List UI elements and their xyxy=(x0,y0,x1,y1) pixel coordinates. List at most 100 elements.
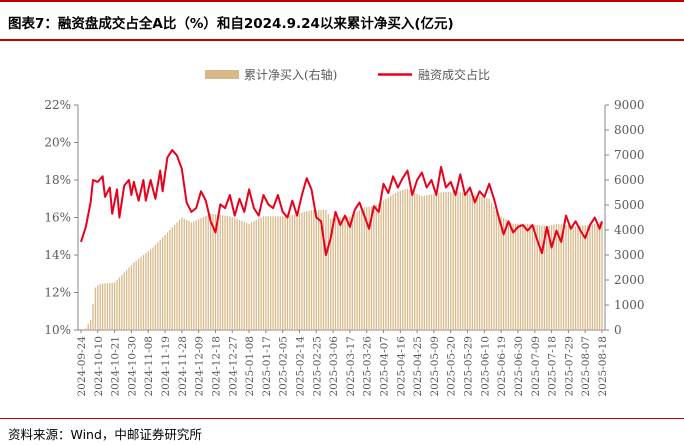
net-buy-bar xyxy=(562,224,565,330)
chart: 10% 12% 14% 16% 18% 20% 22% 0 1000 2000 3000 4000 50… xyxy=(44,67,645,397)
net-buy-bar xyxy=(450,191,452,330)
net-buy-bar xyxy=(229,216,231,330)
net-buy-bar xyxy=(433,193,435,330)
net-buy-bar xyxy=(346,216,349,330)
net-buy-bar xyxy=(214,214,217,330)
net-buy-bar xyxy=(466,193,469,330)
x-tick-label: 2025-03-26 xyxy=(362,336,374,397)
x-tick-label: 2025-06-10 xyxy=(479,336,491,397)
net-buy-bar xyxy=(207,214,209,330)
net-buy-bar xyxy=(149,249,152,330)
x-tick-label: 2025-03-06 xyxy=(328,336,340,397)
net-buy-bar xyxy=(519,223,522,330)
net-buy-bar xyxy=(358,210,361,330)
net-buy-bar xyxy=(445,192,447,330)
net-buy-bar xyxy=(209,213,212,330)
net-buy-bar xyxy=(130,265,133,330)
net-buy-bar xyxy=(200,218,202,330)
net-buy-bar xyxy=(250,222,253,330)
right-tick-label: 1000 xyxy=(614,298,645,312)
net-buy-bar xyxy=(128,267,130,330)
net-buy-bar xyxy=(92,303,94,330)
net-buy-bar xyxy=(546,226,548,330)
net-buy-bar xyxy=(202,217,205,330)
net-buy-bar xyxy=(517,223,519,330)
legend: 累计净买入(右轴) 融资成交占比 xyxy=(205,67,490,82)
net-buy-bar xyxy=(197,219,200,330)
net-buy-bar xyxy=(193,221,195,330)
net-buy-bar xyxy=(430,194,433,330)
x-tick-label: 2025-02-14 xyxy=(294,336,306,397)
net-buy-bar xyxy=(236,219,238,330)
net-buy-bar xyxy=(118,277,121,330)
x-tick-label: 2025-04-16 xyxy=(395,336,407,397)
net-buy-bar xyxy=(113,282,116,330)
net-buy-bar xyxy=(142,255,145,330)
net-buy-bar xyxy=(567,225,570,330)
net-buy-bar xyxy=(253,221,255,330)
net-buy-bar xyxy=(375,204,377,330)
net-buy-bar xyxy=(550,225,553,330)
net-buy-bar xyxy=(394,192,397,330)
net-buy-bar xyxy=(469,194,471,330)
net-buy-bar xyxy=(327,214,329,330)
net-buy-bar xyxy=(402,190,404,330)
net-buy-bar xyxy=(457,191,459,330)
net-buy-bar xyxy=(243,221,245,330)
net-buy-bar xyxy=(553,224,555,330)
net-buy-bar xyxy=(406,188,409,330)
net-buy-bar xyxy=(121,275,123,330)
net-buy-bar xyxy=(596,223,598,330)
legend-bar-label: 累计净买入(右轴) xyxy=(244,67,337,82)
net-buy-bar xyxy=(409,190,411,330)
net-buy-bar xyxy=(382,200,385,330)
net-buy-bar xyxy=(116,280,118,330)
net-buy-bar xyxy=(601,221,603,330)
net-buy-bar xyxy=(514,223,517,330)
net-buy-bar xyxy=(349,216,351,330)
net-buy-bar xyxy=(181,217,183,330)
net-buy-bar xyxy=(291,215,293,330)
x-tick-label: 2025-07-18 xyxy=(547,336,559,397)
net-buy-bar xyxy=(495,210,498,330)
net-buy-bar xyxy=(89,320,92,330)
net-buy-bar xyxy=(476,195,478,330)
net-buy-bar xyxy=(404,189,406,330)
net-buy-bar xyxy=(289,215,291,330)
net-buy-bar xyxy=(221,215,224,330)
net-buy-bar xyxy=(330,218,332,330)
net-buy-bar xyxy=(185,220,188,330)
legend-line-label: 融资成交占比 xyxy=(418,67,490,82)
net-buy-bar xyxy=(238,220,241,330)
x-tick-label: 2025-07-09 xyxy=(530,336,542,397)
net-buy-bar xyxy=(534,224,536,330)
net-buy-bar xyxy=(536,225,538,330)
right-tick-label: 4000 xyxy=(614,223,645,237)
net-buy-bar xyxy=(380,201,382,330)
net-buy-bar xyxy=(572,225,574,330)
net-buy-bar xyxy=(123,272,125,330)
net-buy-bar xyxy=(378,203,380,330)
net-buy-bar xyxy=(164,235,166,330)
net-buy-bar xyxy=(478,196,481,330)
net-buy-bar xyxy=(310,210,313,330)
net-buy-bar xyxy=(233,218,236,330)
net-buy-bar xyxy=(464,193,466,330)
source-divider xyxy=(0,418,684,419)
net-buy-bar xyxy=(272,216,274,330)
net-buy-bar xyxy=(258,218,260,330)
right-tick-label: 6000 xyxy=(614,173,645,187)
x-tick-label: 2025-04-25 xyxy=(412,336,424,397)
x-tick-label: 2025-07-29 xyxy=(563,336,575,397)
left-tick-label: 20% xyxy=(44,136,71,150)
net-buy-bar xyxy=(579,225,582,330)
net-buy-bar xyxy=(262,216,265,330)
net-buy-bar xyxy=(471,194,474,330)
net-buy-bar xyxy=(459,192,462,330)
net-buy-bar xyxy=(306,211,308,330)
net-buy-bar xyxy=(502,217,505,330)
left-tick-label: 10% xyxy=(44,323,71,337)
net-buy-bar xyxy=(500,216,502,330)
net-buy-bar xyxy=(169,230,171,330)
net-buy-bar xyxy=(351,214,353,330)
